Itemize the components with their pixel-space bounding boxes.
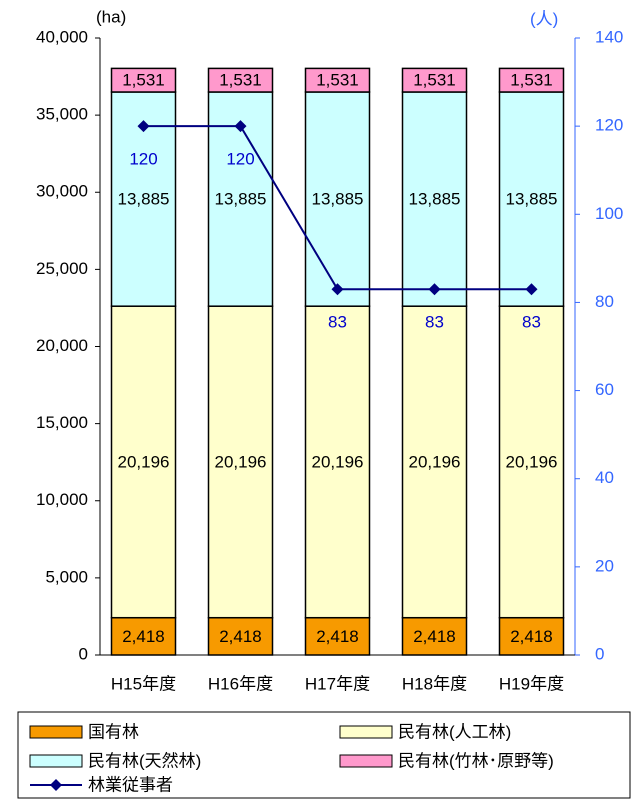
y-tick-label: 20,000 <box>36 336 88 355</box>
legend-label: 民有林(竹林･原野等) <box>398 751 554 770</box>
y2-tick-label: 80 <box>595 292 614 311</box>
bar-segment <box>110 67 177 93</box>
y-tick-label: 10,000 <box>36 490 88 509</box>
line-marker <box>234 120 247 133</box>
line-data-label: 83 <box>522 313 541 332</box>
y2-axis-label: (人) <box>530 9 558 28</box>
data-label: 13,885 <box>215 190 267 209</box>
y-tick-label: 35,000 <box>36 105 88 124</box>
data-label: 1,531 <box>219 71 262 90</box>
legend-swatch <box>29 754 83 768</box>
data-label: 13,885 <box>118 190 170 209</box>
legend-label: 国有林 <box>88 722 139 741</box>
data-label: 2,418 <box>219 627 262 646</box>
data-label: 13,885 <box>409 190 461 209</box>
legend-label: 林業従事者 <box>88 775 173 794</box>
bar-segment <box>110 305 177 619</box>
data-label: 13,885 <box>506 190 558 209</box>
x-tick-label: H18年度 <box>402 674 467 693</box>
data-label: 2,418 <box>413 627 456 646</box>
y2-tick-label: 140 <box>595 27 623 46</box>
bar-segment <box>207 305 274 619</box>
bar-segment <box>401 91 468 307</box>
data-label: 2,418 <box>122 627 165 646</box>
data-label: 2,418 <box>316 627 359 646</box>
data-label: 13,885 <box>312 190 364 209</box>
data-label: 20,196 <box>118 452 170 471</box>
data-label: 1,531 <box>316 71 359 90</box>
x-tick-label: H16年度 <box>208 674 273 693</box>
legend-label: 民有林(人工林) <box>398 722 511 741</box>
bar-segment <box>110 616 177 656</box>
line-data-label: 120 <box>226 150 254 169</box>
bar-segment <box>401 305 468 619</box>
y-tick-label: 25,000 <box>36 259 88 278</box>
bar-segment <box>304 305 371 619</box>
bar-segment <box>304 616 371 656</box>
y2-tick-label: 40 <box>595 468 614 487</box>
x-tick-label: H15年度 <box>111 674 176 693</box>
line-data-label: 120 <box>129 150 157 169</box>
y-tick-label: 30,000 <box>36 182 88 201</box>
y2-tick-label: 0 <box>595 644 604 663</box>
y-tick-label: 0 <box>79 644 88 663</box>
x-tick-label: H19年度 <box>499 674 564 693</box>
x-tick-label: H17年度 <box>305 674 370 693</box>
legend-box <box>17 711 631 799</box>
bar-segment <box>498 305 565 619</box>
data-label: 2,418 <box>510 627 553 646</box>
line-data-label: 83 <box>328 313 347 332</box>
bar-segment <box>401 67 468 93</box>
y2-tick-label: 20 <box>595 556 614 575</box>
bar-segment <box>498 616 565 656</box>
y2-tick-label: 120 <box>595 116 623 135</box>
legend-marker <box>50 779 62 791</box>
y-axis-label: (ha) <box>96 7 126 26</box>
bar-segment <box>304 91 371 307</box>
bar-segment <box>304 67 371 93</box>
legend-label: 民有林(天然林) <box>88 751 201 770</box>
data-label: 20,196 <box>312 452 364 471</box>
bar-segment <box>207 616 274 656</box>
y-tick-label: 5,000 <box>45 567 88 586</box>
line-marker <box>137 120 150 133</box>
data-label: 1,531 <box>413 71 456 90</box>
legend-swatch <box>29 725 83 739</box>
data-label: 20,196 <box>506 452 558 471</box>
line-marker <box>525 283 538 296</box>
data-label: 1,531 <box>122 71 165 90</box>
line-data-label: 83 <box>425 313 444 332</box>
data-label: 20,196 <box>215 452 267 471</box>
bar-segment <box>498 91 565 307</box>
y-tick-label: 15,000 <box>36 413 88 432</box>
data-label: 20,196 <box>409 452 461 471</box>
bar-segment <box>498 67 565 93</box>
data-label: 1,531 <box>510 71 553 90</box>
line-marker <box>331 283 344 296</box>
legend-swatch <box>339 754 393 768</box>
legend-swatch <box>339 725 393 739</box>
y-tick-label: 40,000 <box>36 27 88 46</box>
line-marker <box>428 283 441 296</box>
y2-tick-label: 60 <box>595 380 614 399</box>
bar-segment <box>401 616 468 656</box>
y2-tick-label: 100 <box>595 204 623 223</box>
bar-segment <box>207 67 274 93</box>
